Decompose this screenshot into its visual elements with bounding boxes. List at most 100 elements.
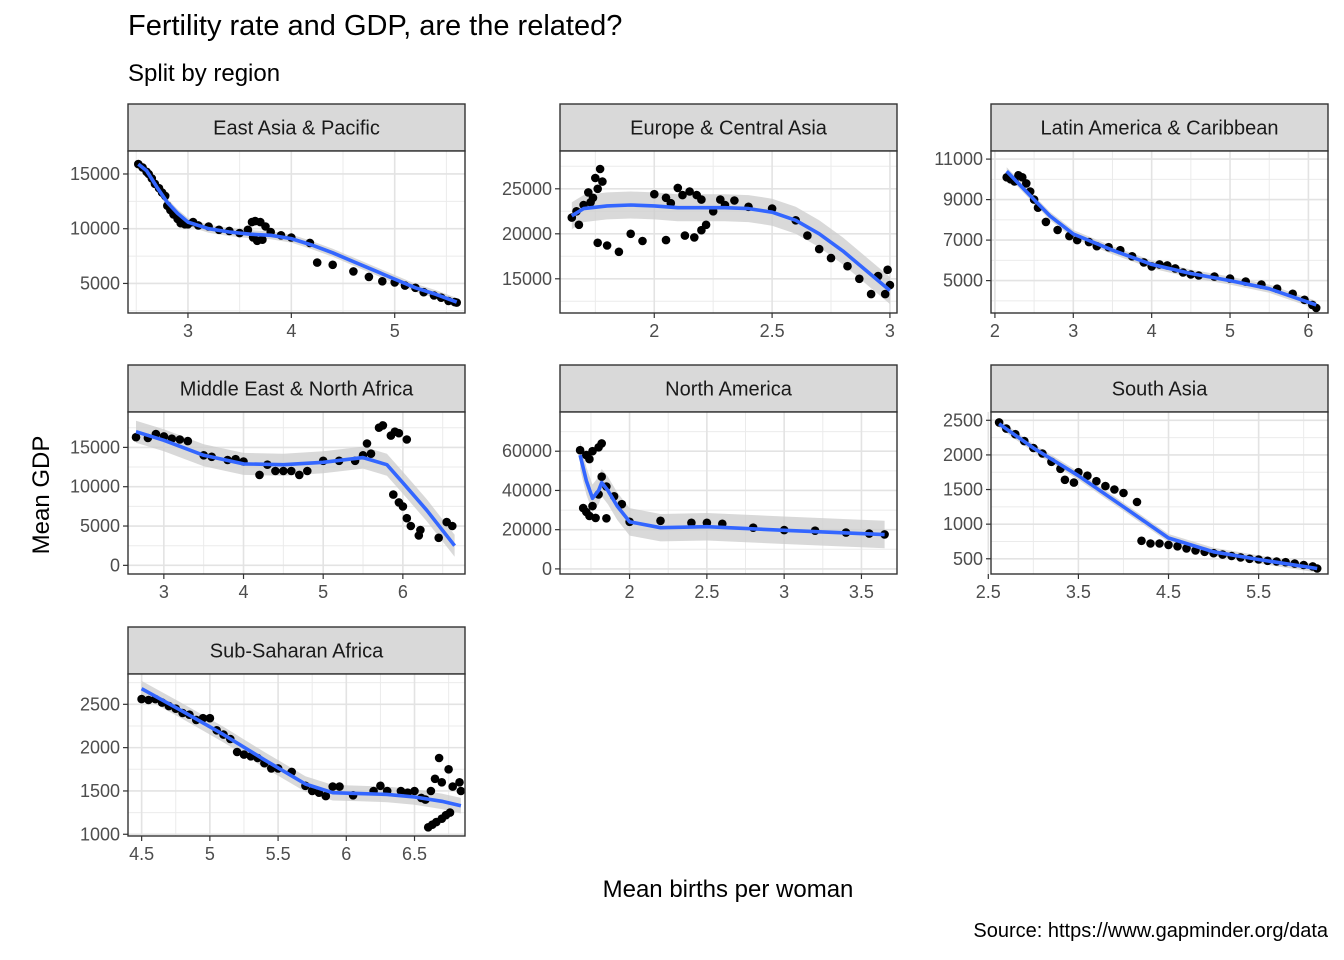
data-point: [650, 189, 659, 199]
panel-background: [991, 412, 1328, 574]
data-point: [814, 244, 824, 254]
data-point: [1060, 475, 1070, 485]
y-tick-label: 2000: [80, 738, 120, 758]
data-point: [445, 808, 455, 817]
x-tick-label: 5.5: [1246, 582, 1271, 602]
data-point: [803, 231, 812, 240]
confidence-band: [580, 441, 885, 549]
panel-background: [560, 151, 897, 313]
data-point: [602, 514, 611, 523]
data-point: [597, 439, 606, 448]
data-point: [843, 261, 852, 271]
y-tick-label: 5000: [80, 273, 120, 293]
data-point: [406, 521, 416, 531]
data-point: [880, 289, 890, 299]
data-point: [232, 747, 242, 757]
y-tick-label: 9000: [943, 190, 983, 210]
confidence-band: [571, 191, 890, 304]
facet-panel: Sub-Saharan Africa 4.5 5 5.5 6 6.5 1000 1500 200…: [80, 626, 466, 864]
data-point: [1018, 173, 1027, 182]
x-tick-label: 3: [885, 321, 895, 341]
data-point: [678, 190, 687, 200]
data-point: [661, 235, 671, 245]
panel-background: [128, 674, 465, 836]
smooth-line: [1005, 170, 1317, 307]
x-tick-label: 6: [341, 844, 351, 864]
x-tick-label: 3: [159, 582, 169, 602]
data-point: [614, 247, 624, 257]
facet-panel: Europe & Central Asia 2 2.5 3 15000 20000 2500…: [502, 103, 898, 341]
x-tick-label: 2.5: [760, 321, 785, 341]
data-point: [444, 765, 453, 774]
data-point: [394, 428, 404, 438]
y-tick-label: 20000: [502, 224, 552, 244]
data-point: [826, 253, 836, 263]
facet-strip: [990, 364, 1329, 413]
source-caption: Source: https://www.gapminder.org/data: [973, 920, 1328, 942]
data-point: [239, 750, 249, 759]
data-point: [434, 533, 444, 543]
data-point: [1110, 485, 1119, 494]
facet-strip-label: Europe & Central Asia: [630, 118, 828, 140]
panel-border: [990, 411, 1329, 575]
x-tick-label: 2: [625, 582, 635, 602]
y-tick-label: 500: [953, 549, 983, 569]
data-point: [402, 435, 412, 444]
data-point: [598, 177, 607, 186]
data-point: [312, 258, 322, 267]
y-tick-label: 1500: [943, 480, 983, 500]
panel-border: [559, 411, 898, 575]
data-point: [366, 449, 376, 459]
data-point: [1146, 539, 1155, 548]
data-point: [349, 267, 358, 276]
chart-subtitle: Split by region: [128, 60, 281, 87]
y-tick-label: 11000: [934, 149, 983, 169]
data-point: [434, 753, 444, 763]
data-point: [1132, 497, 1142, 507]
data-point: [448, 521, 457, 531]
data-point: [855, 274, 864, 284]
smooth-line: [137, 162, 458, 304]
data-point: [398, 502, 408, 511]
y-tick-label: 1000: [943, 514, 983, 534]
data-point: [321, 791, 331, 801]
facet-strip-label: Sub-Saharan Africa: [210, 641, 384, 663]
data-point: [376, 781, 385, 791]
x-tick-label: 2.5: [976, 582, 1001, 602]
data-point: [430, 774, 440, 784]
x-tick-label: 6.5: [402, 844, 427, 864]
data-point: [593, 238, 602, 248]
data-point: [416, 525, 425, 535]
data-point: [701, 220, 711, 230]
data-point: [389, 490, 398, 499]
panel-border: [127, 411, 466, 575]
x-tick-label: 3.5: [1066, 582, 1091, 602]
y-tick-label: 10000: [70, 219, 120, 239]
data-point: [175, 435, 185, 444]
data-point: [279, 466, 288, 476]
data-point: [685, 187, 694, 196]
x-tick-label: 4.5: [1156, 582, 1181, 602]
data-point: [295, 470, 304, 480]
data-point: [673, 183, 683, 193]
data-point: [396, 786, 406, 796]
facet-strip: [127, 626, 466, 675]
chart-title: Fertility rate and GDP, are the related?: [128, 10, 623, 42]
data-point: [595, 164, 605, 174]
x-tick-label: 4: [239, 582, 249, 602]
data-point: [588, 501, 597, 511]
facet-strip-label: Middle East & North Africa: [180, 379, 414, 401]
data-point: [1137, 536, 1146, 546]
facet-strip: [559, 103, 898, 152]
data-point: [437, 778, 447, 787]
data-point: [656, 516, 665, 526]
y-tick-label: 10000: [70, 477, 120, 497]
data-point: [690, 233, 699, 242]
y-tick-label: 0: [110, 555, 120, 575]
data-point: [455, 778, 464, 787]
x-tick-label: 5: [205, 844, 215, 864]
confidence-band: [138, 160, 457, 307]
x-tick-label: 4: [286, 321, 296, 341]
data-point: [574, 220, 584, 230]
y-tick-label: 2500: [943, 410, 983, 430]
